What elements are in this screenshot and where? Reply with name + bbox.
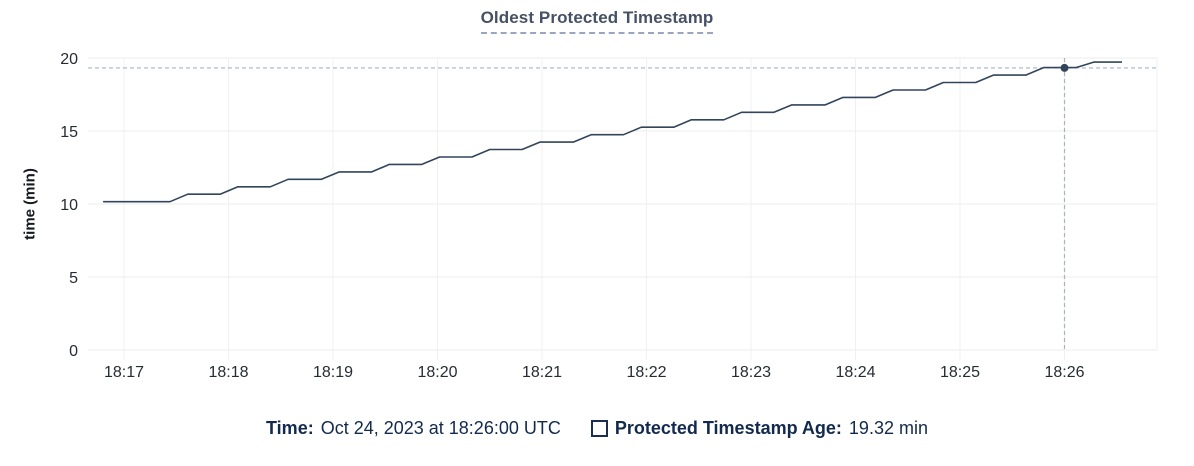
y-tick-label: 0 (69, 343, 78, 360)
y-tick-label: 5 (69, 270, 78, 287)
y-tick-label: 20 (60, 51, 78, 68)
series-line (103, 61, 1122, 203)
x-tick-label: 18:17 (104, 364, 144, 381)
hover-marker-dot (1060, 63, 1069, 72)
y-axis-label: time (min) (21, 168, 39, 240)
x-tick-label: 18:20 (417, 364, 457, 381)
chart-tooltip-legend: Time: Oct 24, 2023 at 18:26:00 UTC Prote… (0, 417, 1194, 439)
x-tick-label: 18:23 (731, 364, 771, 381)
series-toggle-checkbox[interactable] (590, 419, 608, 437)
time-label: Time: (266, 418, 314, 438)
x-tick-label: 18:21 (522, 364, 562, 381)
x-tick-label: 18:25 (940, 364, 980, 381)
y-tick-label: 10 (60, 197, 78, 214)
x-tick-label: 18:26 (1044, 364, 1084, 381)
series-label: Protected Timestamp Age: (614, 418, 842, 438)
x-tick-label: 18:18 (208, 364, 248, 381)
chart-header: Oldest Protected Timestamp (0, 8, 1194, 34)
chart-plot-area[interactable]: 0 5 10 15 20 18:17 18:18 18:19 18:20 18:21 18:22 18… (0, 0, 1194, 400)
x-tick-label: 18:24 (835, 364, 875, 381)
chart-title[interactable]: Oldest Protected Timestamp (480, 8, 714, 34)
y-tick-label: 15 (60, 124, 78, 141)
x-tick-label: 18:22 (626, 364, 666, 381)
x-tick-label: 18:19 (313, 364, 353, 381)
series-value: 19.32 min (848, 418, 928, 438)
time-value: Oct 24, 2023 at 18:26:00 UTC (320, 418, 561, 438)
